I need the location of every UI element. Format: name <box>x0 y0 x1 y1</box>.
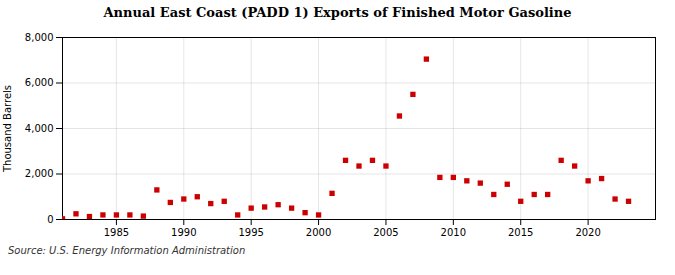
svg-text:Thousand Barrels: Thousand Barrels <box>2 85 13 173</box>
svg-text:1995: 1995 <box>238 227 263 238</box>
svg-text:2015: 2015 <box>508 227 533 238</box>
svg-text:2,000: 2,000 <box>25 168 54 179</box>
svg-text:4,000: 4,000 <box>25 123 54 134</box>
svg-text:2005: 2005 <box>373 227 398 238</box>
svg-text:0: 0 <box>47 214 53 225</box>
svg-text:1985: 1985 <box>104 227 129 238</box>
svg-text:2000: 2000 <box>306 227 331 238</box>
html-text:Source: U.S. Energy Informatio: Source: U.S. Energy Information Administ… <box>8 245 246 256</box>
svg-text:1990: 1990 <box>171 227 196 238</box>
svg-text:2010: 2010 <box>441 227 466 238</box>
svg-text:8,000: 8,000 <box>25 32 54 43</box>
html-text:Annual East Coast (PADD 1) Exp: Annual East Coast (PADD 1) Exports of Fi… <box>103 5 572 20</box>
svg-text:2020: 2020 <box>575 227 600 238</box>
svg-text:6,000: 6,000 <box>25 77 54 88</box>
